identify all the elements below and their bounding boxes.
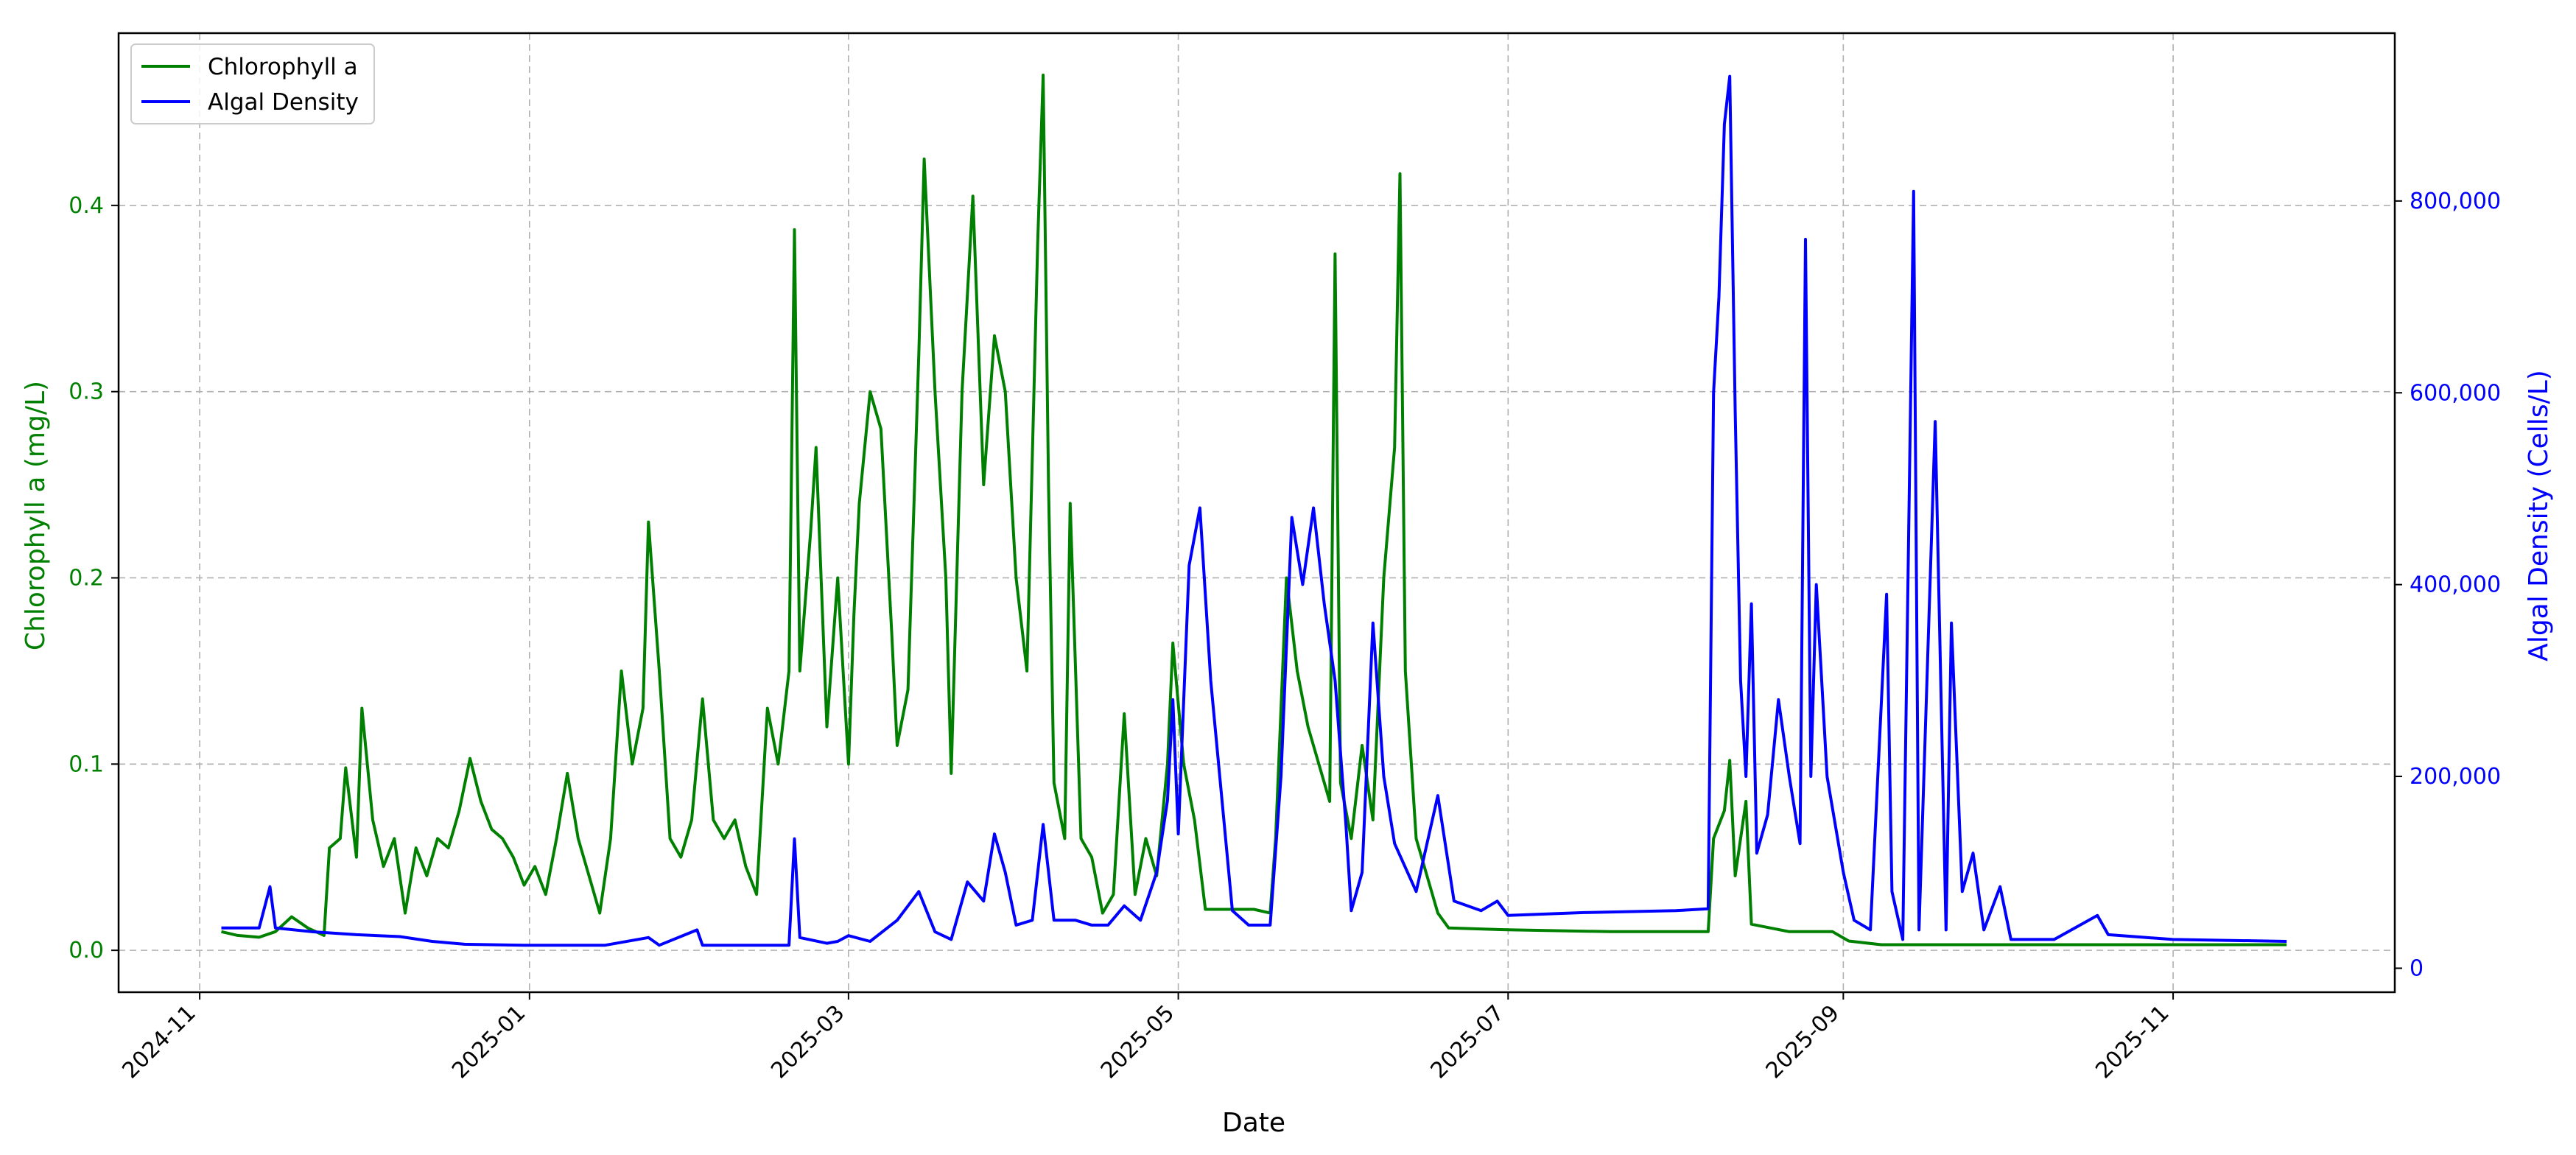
x-axis-title: Date xyxy=(1222,1108,1285,1138)
y-left-tick-label: 0.1 xyxy=(69,751,104,777)
x-tick-label: 2024-11 xyxy=(117,1000,200,1084)
y-right-tick-label: 200,000 xyxy=(2410,764,2501,790)
x-tick-label: 2025-07 xyxy=(1426,1000,1509,1084)
series-line-algal-density xyxy=(221,74,2287,947)
y-axis-right: 0 200,000 400,000 600,000 800,000 xyxy=(2395,189,2501,981)
y-right-tick-label: 800,000 xyxy=(2410,189,2501,214)
gridlines xyxy=(119,33,2395,992)
y-left-tick-label: 0.4 xyxy=(69,193,104,219)
y-axis-left-title: Chlorophyll a (mg/L) xyxy=(21,381,51,650)
x-tick-label: 2025-01 xyxy=(447,1000,530,1084)
x-axis: 2024-11 2025-01 2025-03 2025-05 2025-07 2025-… xyxy=(117,992,2175,1084)
plot-frame xyxy=(117,32,2396,994)
x-tick-label: 2025-11 xyxy=(2091,1000,2174,1084)
y-right-tick-label: 0 xyxy=(2410,955,2424,981)
legend: Chlorophyll a Algal Density xyxy=(130,43,375,124)
y-right-tick-label: 400,000 xyxy=(2410,572,2501,598)
y-left-tick-label: 0.0 xyxy=(69,938,104,963)
y-left-tick-label: 0.2 xyxy=(69,565,104,591)
series-layer xyxy=(221,73,2287,947)
x-tick-label: 2025-09 xyxy=(1761,1000,1845,1084)
y-axis-left: 0.0 0.1 0.2 0.3 0.4 xyxy=(69,193,119,963)
legend-box xyxy=(130,43,375,124)
y-left-tick-label: 0.3 xyxy=(69,379,104,405)
y-right-tick-label: 600,000 xyxy=(2410,380,2501,406)
plot-background xyxy=(119,33,2395,992)
legend-label-density: Algal Density xyxy=(208,89,359,116)
x-tick-label: 2025-03 xyxy=(766,1000,849,1084)
series-line-chlorophyll xyxy=(221,73,2287,947)
x-tick-label: 2025-05 xyxy=(1096,1000,1179,1084)
y-axis-right-title: Algal Density (Cells/L) xyxy=(2524,370,2554,661)
legend-label-chlorophyll: Chlorophyll a xyxy=(208,54,358,80)
